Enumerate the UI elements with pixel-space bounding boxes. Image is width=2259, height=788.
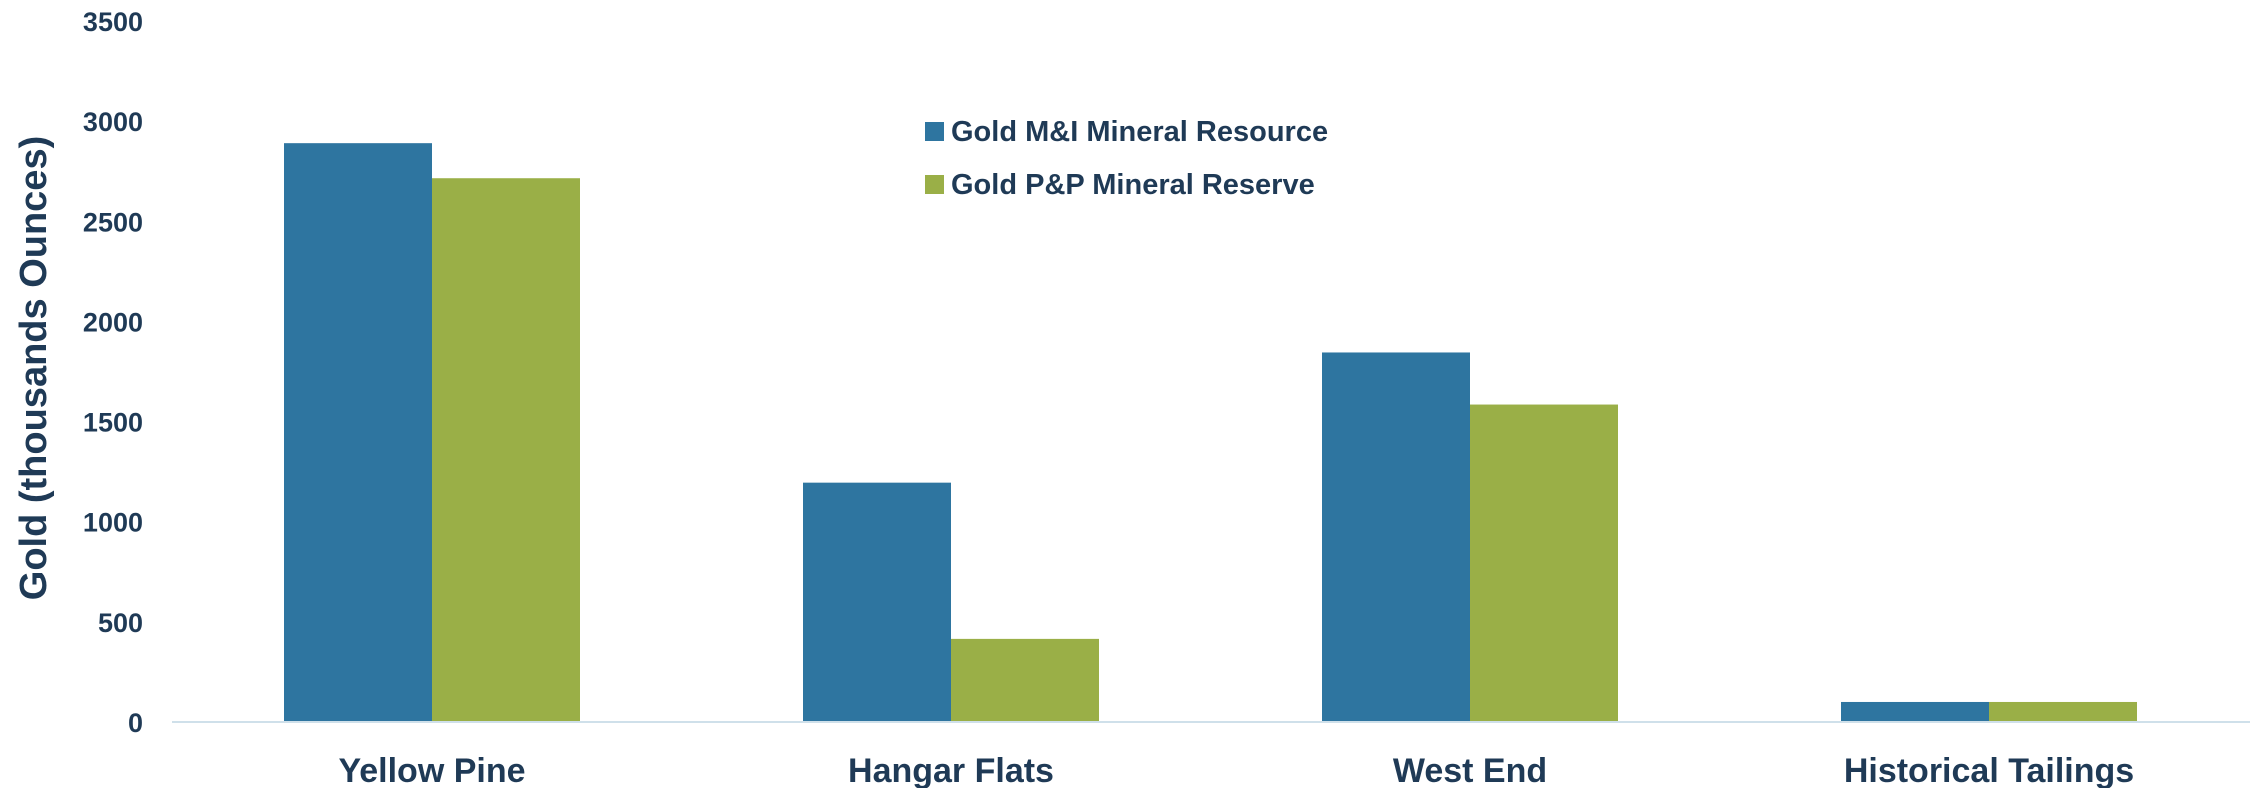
x-category-label: Hangar Flats: [848, 752, 1054, 788]
bar-reserve: [1989, 701, 2137, 722]
legend: Gold M&I Mineral Resource Gold P&P Minera…: [925, 116, 1328, 201]
x-axis-labels: Yellow Pine Hangar Flats West End Historica…: [338, 752, 2134, 788]
bar-reserve: [432, 178, 580, 722]
bar-resource: [1841, 701, 1989, 722]
legend-swatch: [925, 122, 944, 141]
legend-label: Gold M&I Mineral Resource: [951, 116, 1328, 148]
y-tick-label: 0: [128, 708, 143, 738]
y-tick-label: 500: [98, 608, 143, 638]
y-tick-label: 1000: [83, 508, 143, 538]
y-tick-label: 2500: [83, 207, 143, 237]
bar-reserve: [1470, 404, 1618, 722]
x-category-label: Yellow Pine: [338, 752, 525, 788]
bar-resource: [1322, 352, 1470, 722]
bar-resource: [803, 482, 951, 722]
legend-label: Gold P&P Mineral Reserve: [951, 169, 1315, 201]
y-tick-label: 1500: [83, 408, 143, 438]
y-axis-ticks: 0 500 1000 1500 2000 2500 3000 3500: [83, 7, 143, 738]
legend-swatch: [925, 175, 944, 194]
y-tick-label: 2000: [83, 307, 143, 337]
x-category-label: Historical Tailings: [1844, 752, 2134, 788]
bar-reserve: [951, 638, 1099, 722]
x-category-label: West End: [1393, 752, 1547, 788]
y-tick-label: 3500: [83, 7, 143, 37]
bars: [284, 143, 2137, 722]
y-axis-title: Gold (thousands Ounces): [13, 136, 55, 600]
y-tick-label: 3000: [83, 107, 143, 137]
bar-resource: [284, 143, 432, 722]
